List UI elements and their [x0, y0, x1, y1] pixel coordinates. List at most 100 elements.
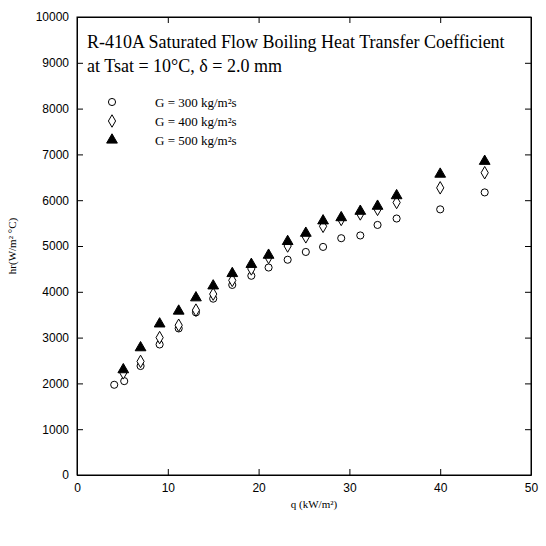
- tick-mark: [77, 246, 83, 247]
- point: [437, 182, 444, 194]
- tick-label: 40: [434, 481, 448, 495]
- legend-label: G = 500 kg/m²s: [155, 133, 237, 148]
- tick-mark: [77, 429, 83, 430]
- tick: [525, 154, 531, 155]
- point: [118, 363, 129, 372]
- point: [156, 331, 163, 343]
- tick-label: 6000: [42, 194, 69, 208]
- x-axis-title: q (kW/m²): [291, 498, 338, 511]
- tick-mark: [77, 63, 83, 64]
- tick-mark: [168, 469, 169, 475]
- tick-label: 8000: [42, 102, 69, 116]
- point: [246, 258, 257, 267]
- point: [111, 381, 118, 388]
- point: [284, 256, 291, 263]
- point: [210, 288, 217, 300]
- tick-mark: [77, 154, 83, 155]
- point: [227, 267, 238, 276]
- tick: [525, 383, 531, 384]
- tick-label: 0: [62, 468, 69, 482]
- point: [336, 211, 347, 220]
- point: [135, 341, 146, 350]
- tick-mark: [525, 383, 531, 384]
- point: [320, 243, 327, 250]
- tick-mark: [525, 63, 531, 64]
- tick-mark: [440, 469, 441, 475]
- tick-mark: [525, 109, 531, 110]
- tick: 10000: [36, 10, 83, 24]
- title: R-410A Saturated Flow Boiling Heat Trans…: [87, 32, 505, 52]
- y-axis-title: hr(W/m² °C): [6, 218, 19, 275]
- tick: [168, 17, 169, 23]
- tick-mark: [349, 17, 350, 23]
- point: [338, 235, 345, 242]
- point: [265, 264, 272, 271]
- tick: [525, 63, 531, 64]
- tick-label: 3000: [42, 331, 69, 345]
- point: [173, 305, 184, 314]
- tick-mark: [525, 200, 531, 201]
- tick: 10: [162, 469, 176, 495]
- tick-mark: [77, 109, 83, 110]
- tick-label: 50: [525, 481, 539, 495]
- legend-label: G = 300 kg/m²s: [155, 95, 237, 110]
- tick-mark: [168, 17, 169, 23]
- tick: [525, 200, 531, 201]
- tick: 20: [252, 469, 266, 495]
- tick-mark: [525, 292, 531, 293]
- point: [479, 155, 490, 164]
- legend-entry: G = 400 kg/m²s: [108, 114, 236, 129]
- tick-label: 20: [252, 481, 266, 495]
- legend-entry: G = 300 kg/m²s: [108, 95, 236, 110]
- x-axis: 0 10 20 30 40 50: [74, 469, 538, 495]
- x-axis-top: [78, 17, 532, 23]
- tick-label: 30: [343, 481, 357, 495]
- tick: 40: [434, 469, 448, 495]
- tick-label: 4000: [42, 285, 69, 299]
- point: [481, 189, 488, 196]
- tick-mark: [525, 338, 531, 339]
- tick: [440, 17, 441, 23]
- tick: [525, 292, 531, 293]
- point: [355, 205, 366, 214]
- tick: [349, 17, 350, 23]
- point: [391, 189, 402, 198]
- tick: [525, 429, 531, 430]
- tick-label: 10: [162, 481, 176, 495]
- tick-mark: [440, 17, 441, 23]
- point: [435, 168, 446, 177]
- tick: [525, 246, 531, 247]
- point: [357, 232, 364, 239]
- y-axis: 0100020003000400050006000700080009000100…: [36, 10, 83, 482]
- tick-mark: [77, 292, 83, 293]
- tick-mark: [259, 17, 260, 23]
- tick-mark: [77, 338, 83, 339]
- tick-label: 0: [74, 481, 81, 495]
- point: [302, 248, 309, 255]
- tick-label: 9000: [42, 56, 69, 70]
- plot-frame: [77, 17, 531, 475]
- point: [318, 215, 329, 224]
- plot-area: 0102030405001000200030004000500060007000…: [36, 10, 539, 494]
- point: [374, 221, 381, 228]
- tick-mark: [525, 429, 531, 430]
- tick-mark: [77, 383, 83, 384]
- legend-entry: G = 500 kg/m²s: [107, 133, 237, 148]
- legend-marker: [108, 98, 115, 105]
- legend: G = 300 kg/m²s G = 400 kg/m²s G = 500 kg/m…: [107, 95, 237, 148]
- tick-mark: [349, 469, 350, 475]
- point: [300, 227, 311, 236]
- tick-mark: [77, 200, 83, 201]
- tick-mark: [259, 469, 260, 475]
- point: [282, 235, 293, 244]
- point: [263, 249, 274, 258]
- tick-mark: [525, 154, 531, 155]
- tick: [259, 17, 260, 23]
- tick: [525, 338, 531, 339]
- point: [154, 318, 165, 327]
- point: [137, 355, 144, 367]
- tick-mark: [525, 246, 531, 247]
- point: [437, 206, 444, 213]
- tick: [525, 109, 531, 110]
- tick-label: 10000: [36, 10, 70, 24]
